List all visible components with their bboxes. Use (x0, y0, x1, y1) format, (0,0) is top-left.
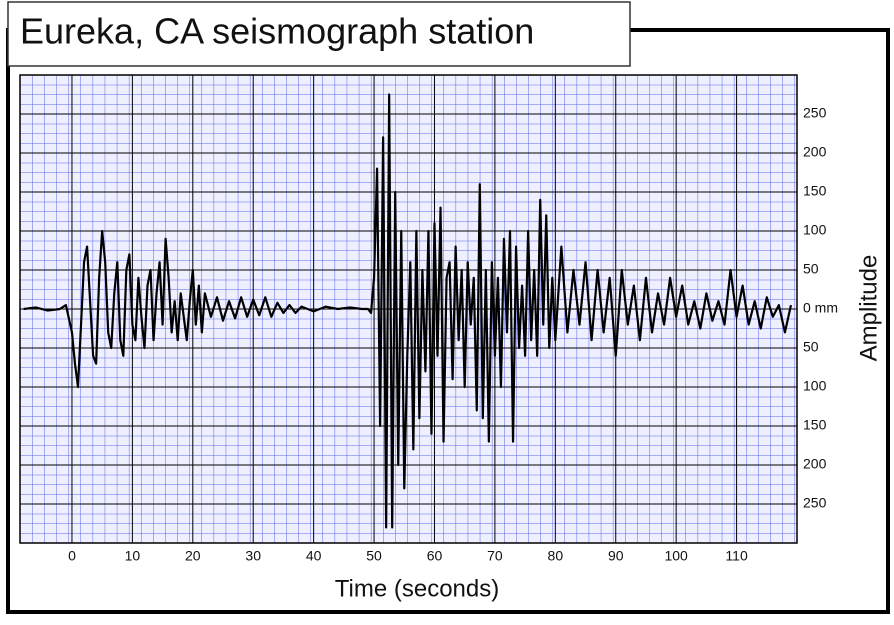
x-tick-label: 80 (548, 548, 564, 564)
x-tick-label: 0 (68, 548, 76, 564)
x-tick-label: 110 (725, 548, 748, 564)
chart-title: Eureka, CA seismograph station (20, 11, 534, 52)
x-tick-label: 20 (185, 548, 201, 564)
y-tick-label: 250 (803, 105, 827, 121)
y-tick-label: 100 (803, 222, 827, 238)
x-tick-label: 70 (487, 548, 503, 564)
x-tick-label: 30 (245, 548, 261, 564)
y-tick-label: 50 (803, 261, 819, 277)
title-box (7, 1, 631, 67)
y-tick-label: 200 (803, 144, 827, 160)
y-tick-label: 150 (803, 417, 827, 433)
y-tick-label: 150 (803, 183, 827, 199)
x-tick-label: 50 (366, 548, 382, 564)
x-tick-label: 90 (608, 548, 624, 564)
seismogram-trace (23, 93, 793, 529)
y-tick-label: 50 (803, 339, 819, 355)
y-tick-label: 100 (803, 378, 827, 394)
x-tick-label: 40 (306, 548, 322, 564)
y-tick-label: 0 mm (803, 300, 838, 316)
x-tick-label: 10 (125, 548, 141, 564)
x-tick-label: 60 (427, 548, 443, 564)
y-tick-label: 250 (803, 495, 827, 511)
y-tick-label: 200 (803, 456, 827, 472)
x-tick-label: 100 (664, 548, 688, 564)
x-axis-label: Time (seconds) (335, 575, 499, 602)
y-axis-label: Amplitude (855, 255, 882, 362)
